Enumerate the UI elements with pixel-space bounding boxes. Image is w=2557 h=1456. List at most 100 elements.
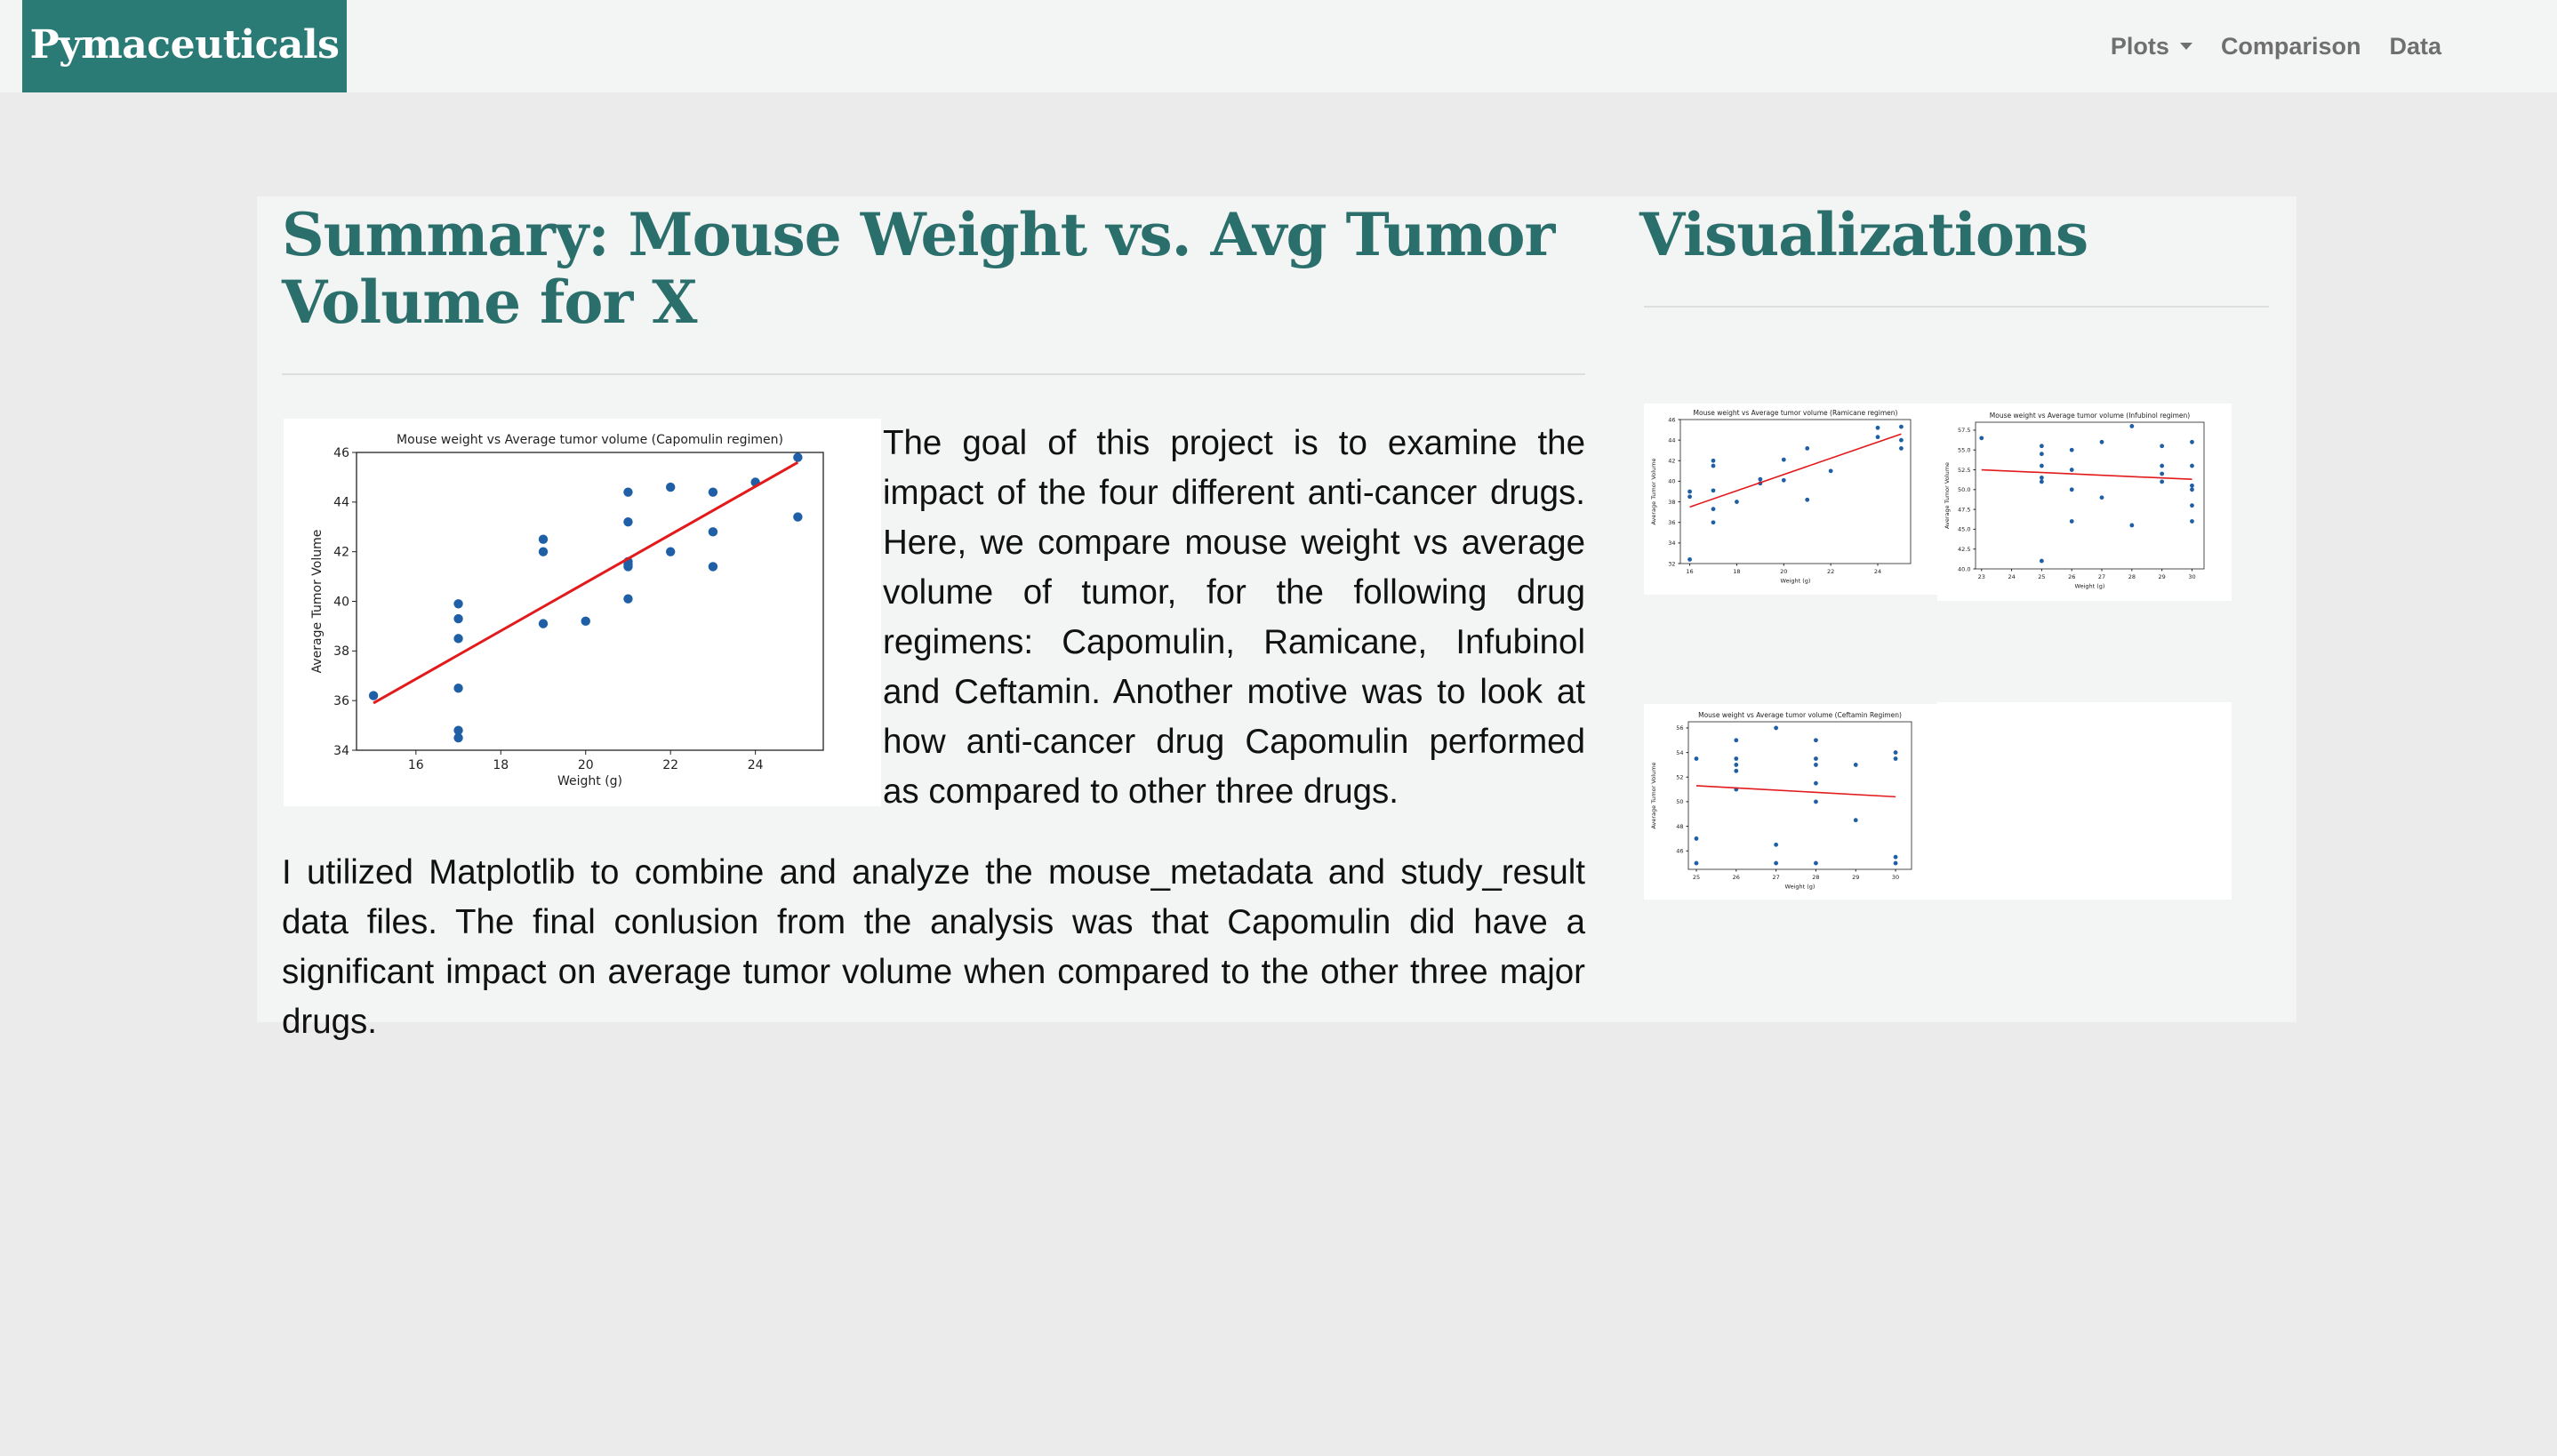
data-point — [1734, 763, 1739, 767]
visualizations-divider — [1644, 306, 2269, 308]
data-point — [1711, 463, 1716, 468]
chart-title: Mouse weight vs Average tumor volume (Ra… — [1694, 409, 1898, 417]
x-tick-label: 29 — [1852, 874, 1859, 881]
nav-plots-label: Plots — [2110, 32, 2169, 60]
data-point — [623, 516, 633, 527]
data-point — [2160, 471, 2165, 476]
data-point — [2160, 479, 2165, 484]
y-tick-label: 56 — [1676, 724, 1683, 732]
top-navbar: Pymaceuticals Plots Comparison Data — [0, 0, 2557, 92]
data-point — [538, 534, 549, 544]
data-point — [1893, 860, 1898, 866]
data-point — [2039, 476, 2044, 480]
caret-down-icon — [2179, 43, 2192, 50]
y-tick-label: 48 — [1676, 823, 1683, 830]
y-tick-label: 40.0 — [1958, 565, 1970, 572]
data-point — [1814, 756, 1818, 761]
data-point — [1711, 520, 1716, 525]
data-point — [1711, 488, 1716, 493]
x-axis-label: Weight (g) — [557, 774, 622, 788]
visualizations-title: Visualizations — [1639, 200, 2088, 269]
data-point — [1814, 860, 1818, 866]
data-point — [538, 619, 549, 628]
data-point — [2190, 439, 2194, 444]
x-tick-label: 26 — [1733, 874, 1740, 881]
regression-line — [1981, 468, 2192, 481]
data-point — [2129, 424, 2135, 428]
data-point — [1781, 477, 1786, 483]
data-point — [2190, 503, 2194, 508]
x-tick-label: 25 — [2038, 573, 2045, 580]
y-axis-label: Average Tumor Volume — [1650, 762, 1657, 828]
x-tick-label: 16 — [408, 758, 424, 772]
data-point — [2129, 523, 2135, 528]
y-tick-label: 50.0 — [1958, 486, 1970, 493]
data-point — [2190, 519, 2194, 524]
nav-links: Plots Comparison Data — [2082, 0, 2441, 92]
y-tick-label: 54 — [1676, 749, 1683, 756]
data-point — [2039, 558, 2044, 564]
data-point — [1814, 799, 1818, 804]
y-tick-label: 40 — [333, 595, 349, 609]
y-tick-label: 32 — [1668, 560, 1675, 567]
infubinol-thumbnail[interactable]: Mouse weight vs Average tumor volume (Ce… — [1644, 704, 1937, 900]
nav-data-link[interactable]: Data — [2389, 32, 2441, 60]
data-point — [2069, 468, 2074, 472]
y-tick-label: 42 — [333, 546, 349, 560]
data-point — [2099, 439, 2104, 444]
capomulin-thumbnail[interactable]: Mouse weight vs Average tumor volume (Ra… — [1644, 404, 1937, 595]
data-point — [1758, 476, 1763, 482]
data-point — [2099, 495, 2104, 500]
x-axis-label: Weight (g) — [1781, 578, 1811, 585]
data-point — [2039, 463, 2044, 468]
ceftamin-thumbnail[interactable] — [1937, 702, 2232, 900]
regression-line — [1695, 785, 1896, 798]
data-point — [1694, 756, 1699, 761]
x-tick-label: 25 — [1693, 874, 1700, 881]
data-point — [793, 512, 803, 522]
data-point — [453, 684, 463, 693]
y-tick-label: 44 — [1668, 436, 1675, 444]
plot-frame — [356, 452, 824, 751]
x-axis-label: Weight (g) — [2075, 583, 2105, 590]
data-point — [2069, 519, 2074, 524]
plot-frame — [1975, 421, 2205, 570]
ramicane-thumbnail[interactable]: Mouse weight vs Average tumor volume (In… — [1937, 404, 2232, 601]
data-point — [1687, 489, 1692, 494]
data-point — [453, 732, 463, 743]
x-tick-label: 24 — [748, 758, 764, 772]
data-point — [1734, 756, 1739, 761]
y-tick-label: 50 — [1676, 798, 1683, 805]
regression-line — [1689, 433, 1902, 508]
data-point — [2160, 463, 2165, 468]
capomulin-chart: Mouse weight vs Average tumor volume (Ca… — [310, 433, 824, 788]
data-point — [2190, 483, 2194, 488]
data-point — [1899, 424, 1904, 429]
y-tick-label: 42.5 — [1958, 546, 1970, 553]
data-point — [1875, 425, 1880, 430]
data-point — [1687, 494, 1692, 500]
nav-plots-dropdown[interactable]: Plots — [2111, 33, 2192, 60]
data-point — [665, 482, 676, 492]
y-tick-label: 45.0 — [1958, 526, 1970, 533]
data-point — [1774, 860, 1779, 866]
y-tick-label: 46 — [333, 446, 349, 460]
ramicane-thumb-chart: Mouse weight vs Average tumor volume (In… — [1944, 412, 2205, 590]
brand-logo[interactable]: Pymaceuticals — [22, 0, 347, 92]
x-tick-label: 18 — [493, 758, 509, 772]
data-point — [1899, 446, 1904, 451]
data-point — [1805, 497, 1810, 502]
capomulin-chart-figure: Mouse weight vs Average tumor volume (Ca… — [284, 419, 881, 806]
nav-comparison-link[interactable]: Comparison — [2220, 32, 2361, 60]
summary-lead-text: The goal of this project is to examine t… — [883, 424, 1585, 811]
data-point — [1893, 756, 1898, 761]
data-point — [1774, 842, 1779, 847]
y-tick-label: 44 — [333, 496, 349, 510]
y-tick-label: 55.0 — [1958, 446, 1970, 453]
x-tick-label: 30 — [1892, 874, 1899, 881]
data-point — [1734, 738, 1739, 743]
data-point — [2069, 487, 2074, 492]
data-point — [2069, 447, 2074, 452]
data-point — [623, 559, 633, 569]
x-tick-label: 23 — [1978, 573, 1985, 580]
